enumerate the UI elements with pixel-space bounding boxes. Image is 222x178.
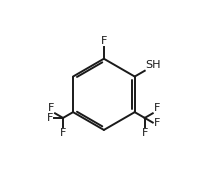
Text: F: F (153, 103, 160, 113)
Text: F: F (60, 128, 66, 138)
Text: F: F (47, 113, 53, 123)
Text: SH: SH (146, 60, 161, 70)
Text: F: F (48, 103, 54, 113)
Text: F: F (153, 117, 160, 128)
Text: F: F (101, 36, 107, 46)
Text: F: F (142, 128, 148, 138)
